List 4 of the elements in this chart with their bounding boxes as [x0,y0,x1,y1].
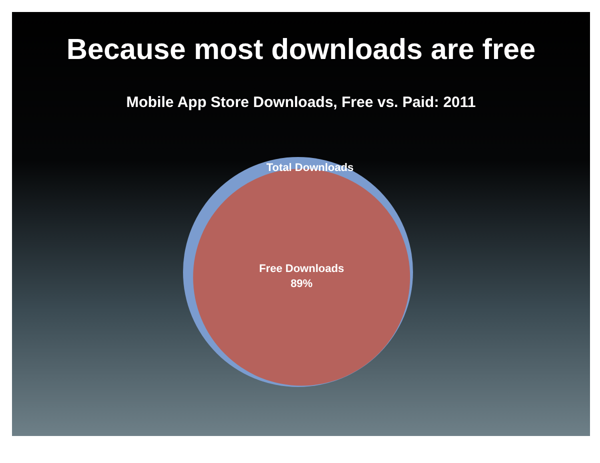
text: Mobile App Store Downloads, Free vs. Paid: 2011 [125,94,477,111]
text: Because most downloads are free [66,34,536,67]
data-label: 89% [290,278,313,290]
category-label: Free Downloads [259,263,344,276]
